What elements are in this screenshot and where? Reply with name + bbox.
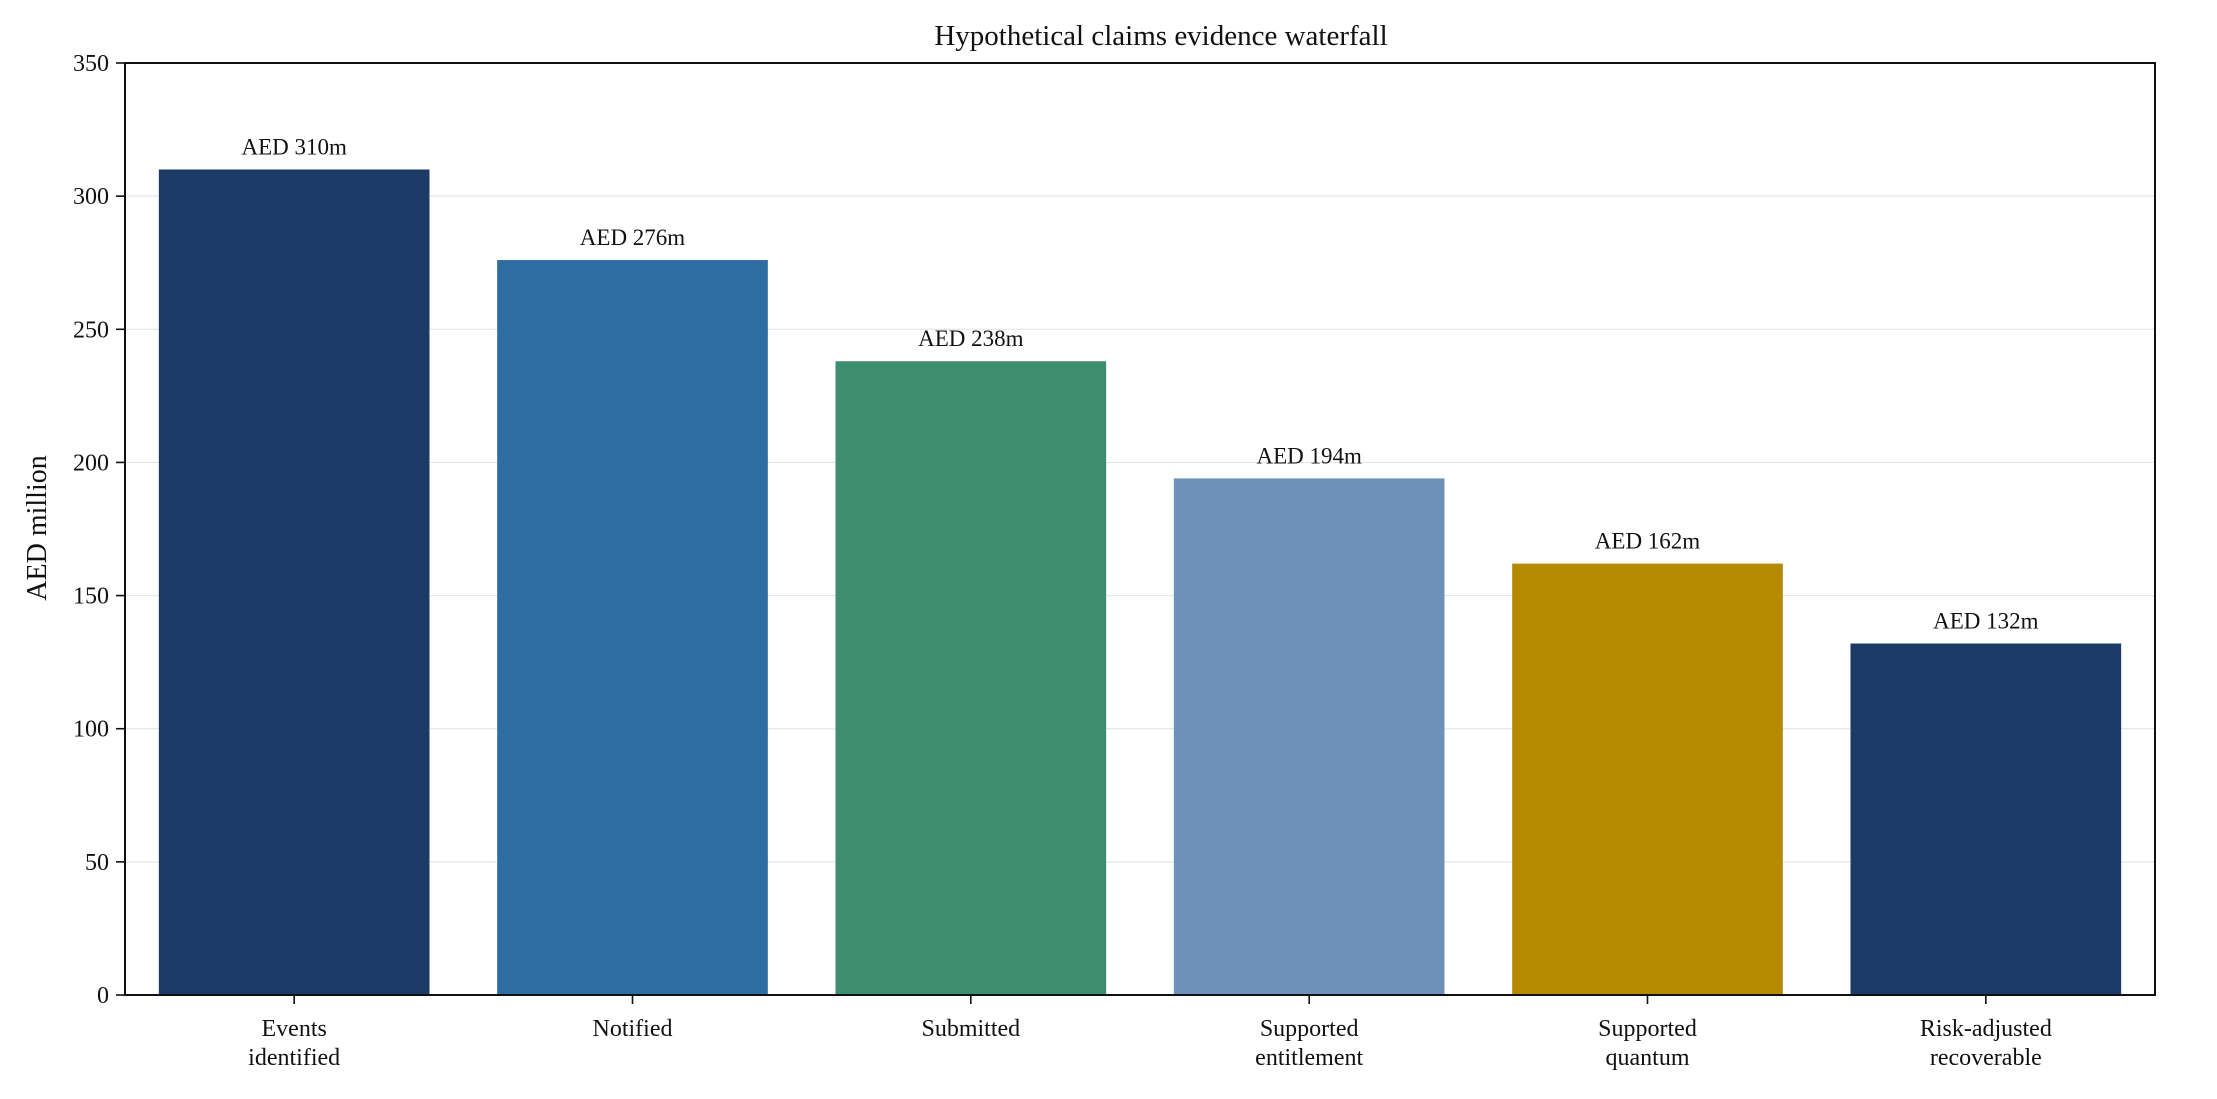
- x-tick-label-line: Risk-adjusted: [1920, 1016, 2052, 1042]
- bar-value-label: AED 162m: [1595, 529, 1701, 554]
- x-tick-label-line: quantum: [1606, 1045, 1690, 1071]
- x-tick-label-line: Submitted: [921, 1016, 1020, 1042]
- y-tick-label: 250: [73, 317, 109, 343]
- y-tick-label: 350: [73, 51, 109, 77]
- x-tick-label: Risk-adjusted recoverable: [1920, 1016, 2052, 1071]
- y-tick-label: 100: [73, 717, 109, 743]
- x-tick-label-line: Supported: [1598, 1016, 1697, 1042]
- bar: [1512, 563, 1783, 995]
- y-tick-label: 200: [73, 450, 109, 476]
- x-tick-label-line: entitlement: [1255, 1045, 1363, 1071]
- y-tick-label: 300: [73, 184, 109, 210]
- y-tick-label: 0: [97, 983, 109, 1009]
- gridlines: [125, 195, 2155, 863]
- x-tick-label: Submitted: [921, 1016, 1020, 1042]
- y-tick-label: 50: [85, 850, 109, 876]
- x-tick-label: Supported entitlement: [1255, 1016, 1363, 1071]
- x-tick-label-line: recoverable: [1930, 1045, 2042, 1071]
- x-tick-label-line: identified: [248, 1045, 340, 1071]
- x-tick-label: Supported quantum: [1598, 1016, 1697, 1071]
- axes: [124, 62, 2156, 996]
- x-tick-label: Notified: [593, 1016, 673, 1042]
- data-labels: AED 310m AED 276m AED 238m AED 194m AED 162m…: [241, 135, 2038, 634]
- bar: [835, 361, 1107, 995]
- bar: [497, 260, 768, 996]
- chart-title: Hypothetical claims evidence waterfall: [934, 20, 1387, 52]
- x-axis-ticks: Events identified Notified Submitted Support…: [248, 995, 2052, 1071]
- bar-value-label: AED 194m: [1256, 443, 1362, 468]
- bar-value-label: AED 132m: [1933, 609, 2039, 634]
- bar: [1850, 643, 2122, 995]
- y-axis-ticks: 0 50 100 150 200 250 300 350: [73, 51, 125, 1009]
- y-tick-label: 150: [73, 584, 109, 610]
- bar-value-label: AED 276m: [580, 225, 686, 250]
- x-tick-label-line: Notified: [593, 1016, 673, 1042]
- bar: [158, 169, 430, 995]
- x-tick-label-line: Supported: [1260, 1016, 1359, 1042]
- bar-value-label: AED 238m: [918, 326, 1024, 351]
- x-tick-label-line: Events: [262, 1016, 327, 1042]
- y-axis-label: AED million: [22, 455, 53, 600]
- bar: [1173, 478, 1445, 995]
- bar-value-label: AED 310m: [241, 135, 347, 160]
- plot-frame: [124, 62, 2156, 996]
- x-tick-label: Events identified: [248, 1016, 340, 1071]
- bars: [158, 169, 2122, 996]
